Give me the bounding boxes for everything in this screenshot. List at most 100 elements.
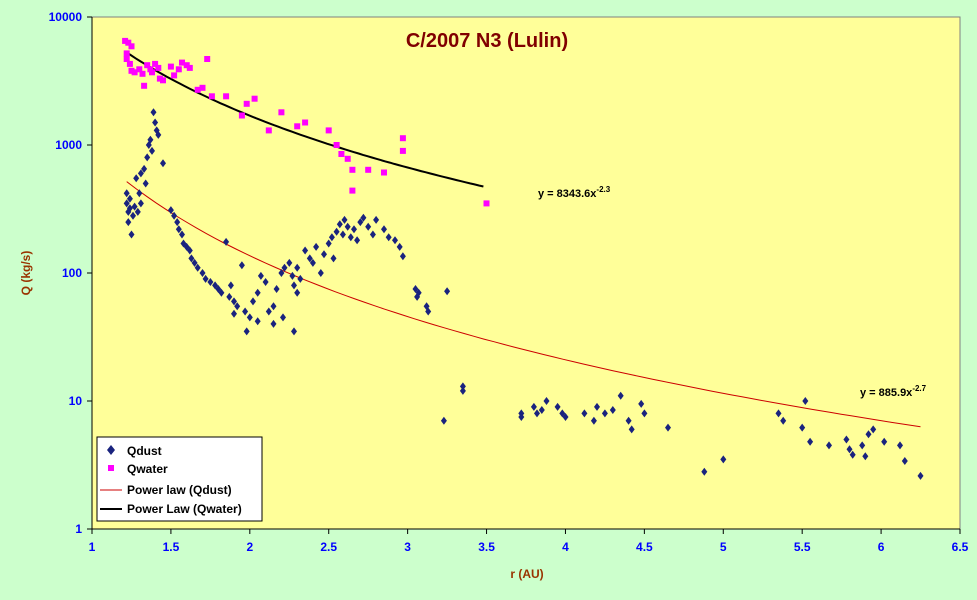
dust-fit-equation: y = 885.9x-2.7 [860,384,927,399]
y-axis-title: Q (kg/s) [19,251,33,296]
qdust-point [617,391,624,400]
qdust-point [336,220,343,229]
qdust-point [459,386,466,395]
qdust-point [123,189,130,198]
qdust-point [862,452,869,461]
qdust-point [901,457,908,465]
qdust-point [202,274,209,283]
x-tick-label: 2 [246,540,253,554]
qdust-point [859,441,866,450]
qdust-point [870,425,877,434]
qdust-point [628,425,635,434]
qdust-point [396,242,403,251]
qdust-point [344,222,351,231]
y-tick-label: 10000 [49,10,83,24]
qwater-point [265,127,272,134]
qwater-point [160,77,166,84]
qwater-point [399,135,406,142]
qdust-point [133,174,140,183]
qdust-point [231,309,237,318]
qdust-point [286,258,293,267]
qwater-point [141,82,148,89]
qdust-point [199,269,206,277]
qdust-point [188,254,195,263]
water-fit-curve [126,51,484,188]
qdust-point [330,254,337,263]
qdust-point [625,416,632,425]
qdust-point [147,135,154,144]
legend-qdust-marker [107,445,115,455]
x-tick-label: 4 [562,540,569,554]
qdust-point [917,471,924,480]
qdust-point [186,246,193,255]
qdust-point [174,218,181,227]
fit-lines [126,51,921,428]
qdust-point [333,227,340,236]
qwater-point [199,84,206,91]
qwater-point [167,63,174,70]
qwater-point [483,200,490,207]
qdust-point [246,313,253,322]
qdust-point [415,288,422,297]
qdust-point [257,271,264,280]
qwater-point [171,72,178,79]
dust-fit-equation-exponent: -2.7 [912,384,926,393]
qdust-point [131,202,138,211]
qdust-point [881,437,888,446]
x-tick-label: 5.5 [794,540,811,554]
qdust-point [775,409,782,418]
qdust-point [126,204,133,213]
qdust-point [149,146,155,155]
y-tick-label: 1 [75,522,82,536]
qdust-point [289,271,296,280]
qdust-point [807,437,814,446]
qdust-point [897,441,903,450]
qdust-point [231,297,237,306]
qwater-point [251,95,258,102]
qdust-point [412,285,419,293]
qwater-point [183,62,190,69]
qdust-point [234,302,241,311]
qdust-point [297,274,304,283]
qdust-point [126,194,133,203]
qdust-point [278,269,285,277]
qdust-point [347,233,354,242]
qwater-point [194,86,201,93]
qdust-point [360,213,367,222]
qdust-point [459,382,466,391]
qwater-point [149,69,155,76]
qwater-point [338,151,345,157]
qdust-point [381,225,387,234]
qdust-point [142,179,149,188]
qdust-point [846,445,853,454]
qwater-point [238,112,245,119]
qdust-point [720,455,727,464]
qdust-point [538,406,545,414]
chart-title: C/2007 N3 (Lulin) [406,30,568,52]
qdust-point [317,269,324,277]
qdust-point [638,399,645,408]
qdust-point [218,288,225,297]
dust-fit-equation-base: y = 885.9x [860,387,913,399]
qdust-point [175,225,182,234]
qdust-point [392,236,398,245]
qdust-point [254,317,261,326]
qdust-point [365,222,372,231]
qdust-point [354,236,361,245]
qwater-point [243,100,250,107]
qdust-point [701,467,708,476]
qdust-point [302,246,309,255]
x-tick-label: 6 [878,540,885,554]
qdust-point [155,130,162,139]
qdust-point [313,242,320,251]
qwater-point [365,166,372,173]
x-tick-label: 2.5 [320,540,337,554]
qdust-point [373,215,380,224]
qdust-point [802,397,809,405]
qdust-point [226,292,233,301]
qdust-point [291,327,297,336]
y-tick-label: 10 [69,394,83,408]
qdust-point [444,287,451,296]
qdust-point [440,416,447,425]
